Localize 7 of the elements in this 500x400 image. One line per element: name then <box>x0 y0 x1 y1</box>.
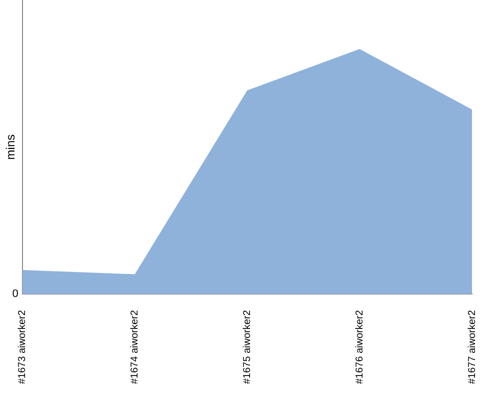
x-tick-label: #1673 aiworker2 <box>17 310 28 384</box>
y-axis-title: mins <box>4 134 18 160</box>
x-tick-label: #1676 aiworker2 <box>354 310 366 384</box>
x-tick-label: #1677 aiworker2 <box>466 310 478 384</box>
text: 0 <box>12 288 18 300</box>
x-tick-label: #1675 aiworker2 <box>242 310 253 384</box>
x-tick-label: #1674 aiworker2 <box>130 310 141 384</box>
